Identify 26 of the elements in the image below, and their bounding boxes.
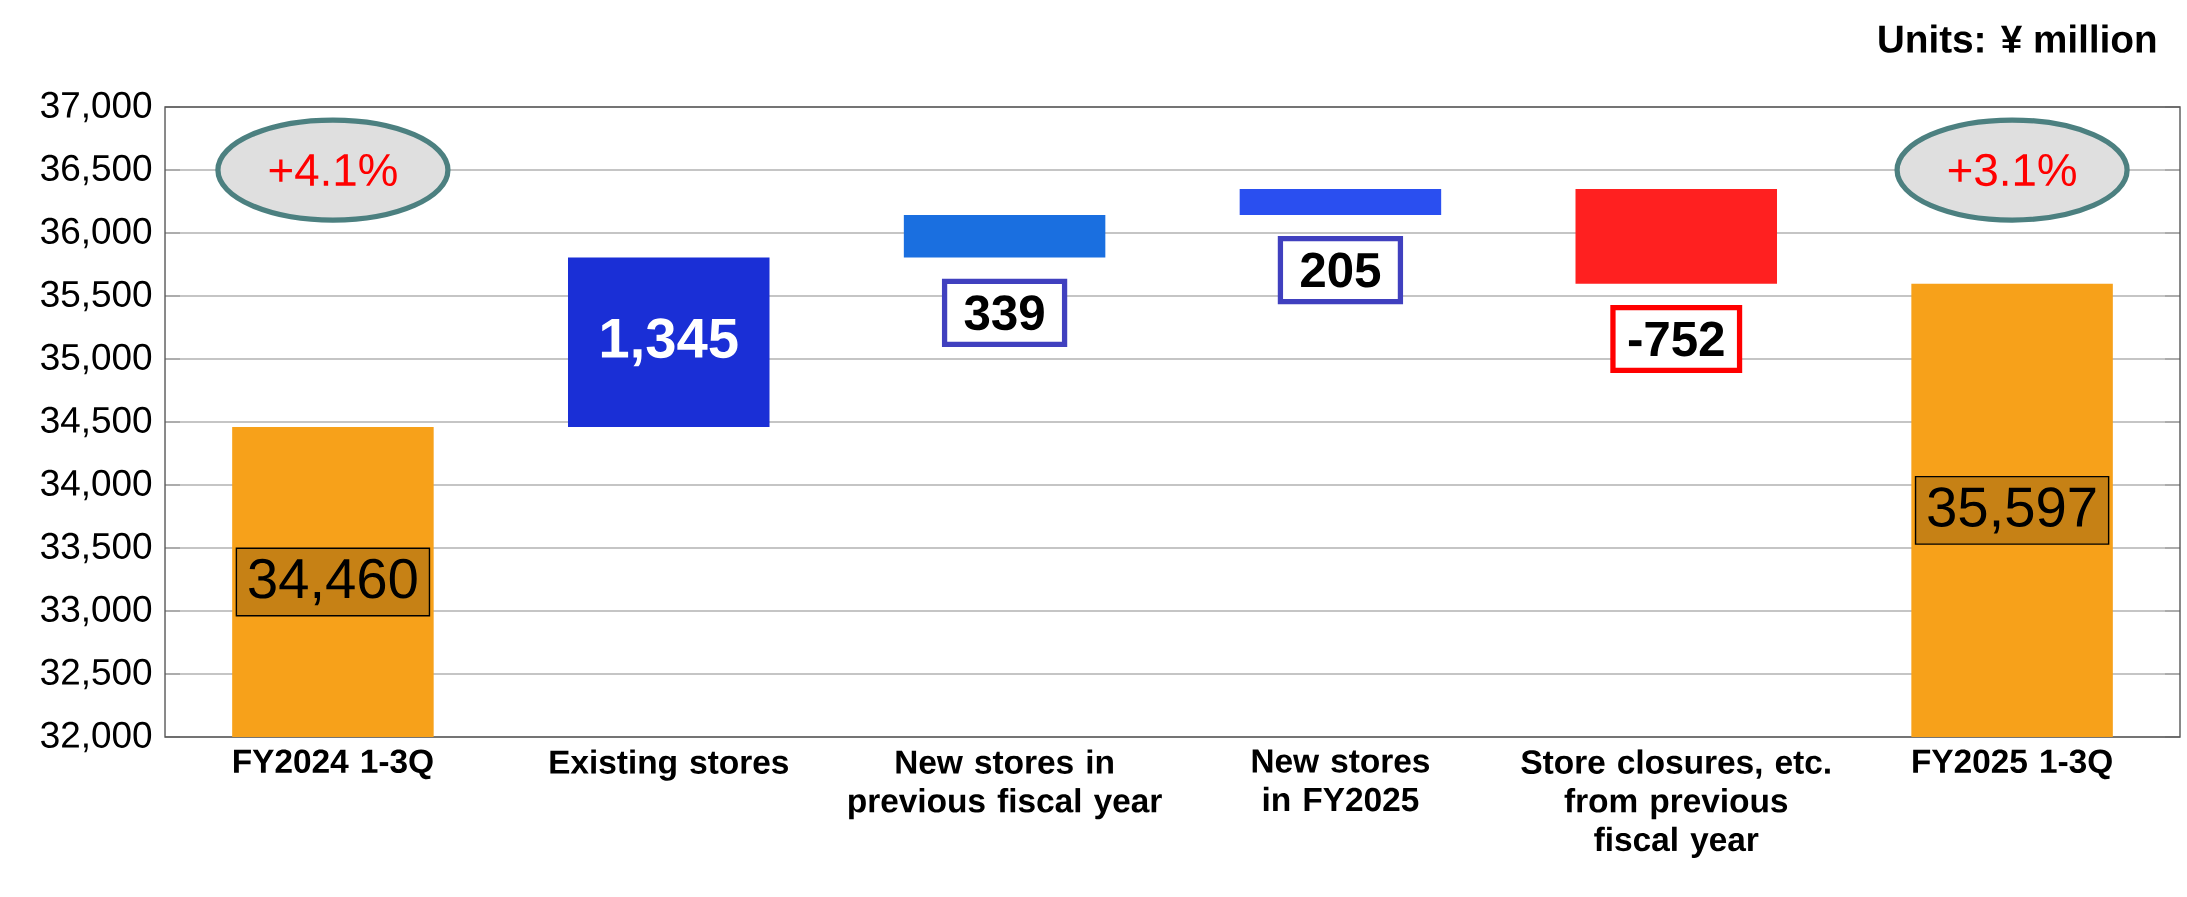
- y-tick-label: 33,000: [41, 595, 152, 627]
- x-tick-label: FY2025 1-3Q: [1913, 749, 2112, 780]
- y-tick-label: 32,500: [41, 658, 152, 690]
- y-tick-label: 36,500: [41, 154, 152, 186]
- annotation: +4.1%: [269, 154, 397, 187]
- y-tick-label: 32,000: [41, 721, 152, 753]
- y-tick-label: 34,500: [41, 406, 152, 438]
- text: Units: ¥ million: [1879, 24, 2156, 53]
- x-tick-label: Store closures, etc. from previous fiscal year: [1521, 749, 1830, 858]
- y-tick-label: 36,000: [41, 217, 152, 249]
- data-label: 35,597: [1928, 487, 2096, 534]
- data-label: 339: [964, 295, 1044, 331]
- y-tick-label: 35,000: [41, 343, 152, 375]
- data-label: 34,460: [249, 558, 417, 606]
- x-tick-label: New stores in previous fiscal year: [849, 749, 1162, 820]
- data-label: 205: [1301, 252, 1381, 288]
- y-tick-label: 34,000: [41, 469, 152, 501]
- x-tick-label: Existing stores: [550, 749, 788, 781]
- x-tick-label: New stores in FY2025: [1252, 749, 1430, 812]
- y-tick-label: 35,500: [41, 280, 152, 312]
- data-label: -752: [1628, 321, 1724, 357]
- y-tick-label: 37,000: [41, 91, 152, 123]
- x-tick-label: FY2024 1-3Q: [234, 749, 433, 780]
- y-tick-label: 33,500: [41, 532, 152, 564]
- data-label: 1,345: [601, 318, 738, 367]
- annotation: +3.1%: [1948, 153, 2076, 187]
